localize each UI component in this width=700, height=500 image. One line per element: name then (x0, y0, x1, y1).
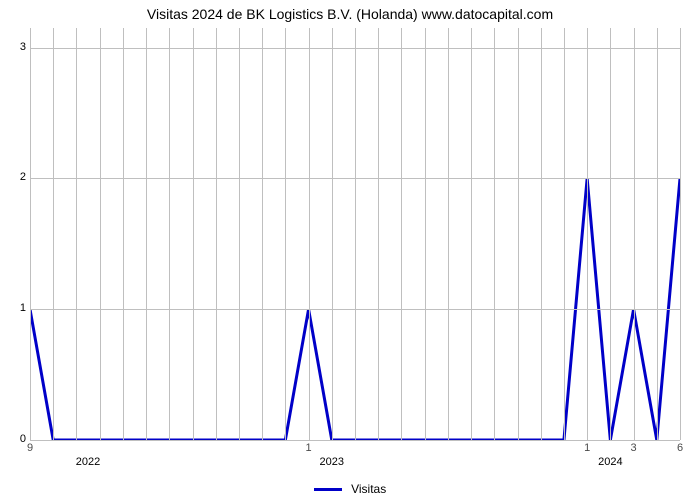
y-tick-label: 2 (12, 171, 26, 183)
x-tick-major-label: 2022 (76, 456, 100, 468)
chart-title: Visitas 2024 de BK Logistics B.V. (Holan… (0, 6, 700, 22)
y-tick-label: 3 (12, 41, 26, 53)
gridline-v (53, 28, 54, 440)
x-tick-minor-label: 3 (631, 442, 637, 454)
gridline-v (123, 28, 124, 440)
gridline-v (100, 28, 101, 440)
gridline-v (309, 28, 310, 440)
x-tick-minor-label: 1 (306, 442, 312, 454)
gridline-v (239, 28, 240, 440)
gridline-v (471, 28, 472, 440)
gridline-v (285, 28, 286, 440)
gridline-v (541, 28, 542, 440)
gridline-v (169, 28, 170, 440)
x-tick-major-label: 2024 (598, 456, 622, 468)
gridline-v (680, 28, 681, 440)
gridline-v (610, 28, 611, 440)
gridline-v (657, 28, 658, 440)
gridline-v (518, 28, 519, 440)
y-tick-label: 0 (12, 433, 26, 445)
gridline-v (401, 28, 402, 440)
gridline-v (564, 28, 565, 440)
x-tick-minor-label: 1 (584, 442, 590, 454)
x-tick-minor-label: 6 (677, 442, 683, 454)
gridline-v (378, 28, 379, 440)
gridline-v (448, 28, 449, 440)
gridline-v (146, 28, 147, 440)
chart-container: Visitas 2024 de BK Logistics B.V. (Holan… (0, 0, 700, 500)
gridline-v (76, 28, 77, 440)
gridline-v (355, 28, 356, 440)
gridline-v (587, 28, 588, 440)
gridline-v (634, 28, 635, 440)
gridline-v (494, 28, 495, 440)
gridline-v (30, 28, 31, 440)
y-tick-label: 1 (12, 302, 26, 314)
legend: Visitas (0, 482, 700, 496)
gridline-v (193, 28, 194, 440)
gridline-h (30, 48, 680, 49)
gridline-h (30, 309, 680, 310)
gridline-h (30, 178, 680, 179)
x-tick-minor-label: 9 (27, 442, 33, 454)
gridline-v (332, 28, 333, 440)
legend-label: Visitas (351, 482, 386, 496)
gridline-v (425, 28, 426, 440)
legend-swatch (314, 488, 342, 491)
x-tick-major-label: 2023 (320, 456, 344, 468)
gridline-v (216, 28, 217, 440)
plot-area (30, 28, 680, 441)
gridline-h (30, 440, 680, 441)
gridline-v (262, 28, 263, 440)
